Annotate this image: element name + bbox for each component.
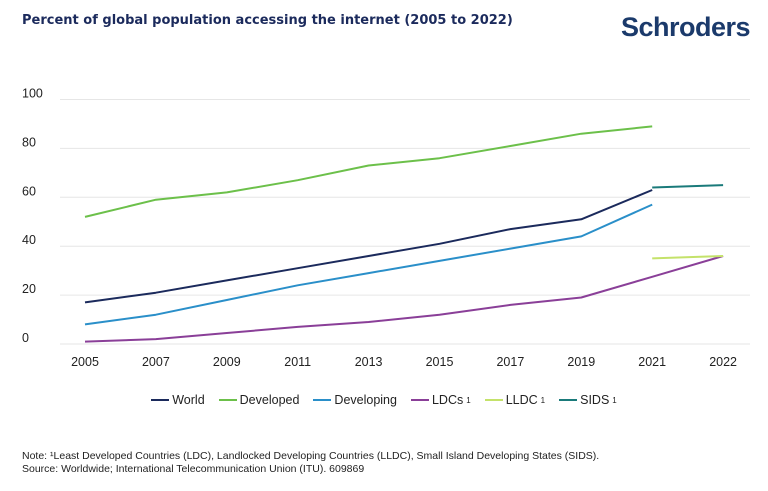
legend-label: SIDS	[580, 393, 610, 407]
x-tick-label: 2013	[355, 355, 383, 369]
legend-footnote-marker: 1	[466, 395, 471, 405]
legend-swatch	[218, 399, 237, 401]
series-line-world	[84, 189, 653, 304]
legend-swatch	[151, 399, 170, 401]
legend-label: Developed	[239, 393, 300, 407]
series-line-ldcs	[84, 255, 724, 343]
source-text: Source: Worldwide; International Telecom…	[22, 463, 365, 475]
legend-swatch	[484, 399, 503, 401]
x-tick-label: 2007	[142, 355, 170, 369]
x-tick-label: 2022	[709, 355, 737, 369]
legend-swatch	[410, 399, 429, 401]
series-line-developed	[84, 125, 653, 218]
x-tick-label: 2021	[638, 355, 666, 369]
x-tick-label: 2011	[284, 355, 311, 369]
legend-item-developing: Developing	[313, 393, 397, 407]
series-line-sids	[652, 184, 724, 189]
legend-item-developed: Developed	[218, 393, 300, 407]
x-tick-label: 2015	[426, 355, 454, 369]
legend-swatch	[559, 399, 578, 401]
y-tick-label: 80	[22, 135, 36, 149]
x-tick-label: 2005	[71, 355, 99, 369]
schroders-logo: Schroders	[620, 12, 751, 42]
legend-label: LDCs	[431, 393, 464, 407]
legend-item-sids: SIDS 1	[559, 393, 617, 407]
y-tick-label: 60	[22, 184, 36, 198]
legend-item-ldcs: LDCs 1	[410, 393, 471, 407]
series-line-lldc	[652, 255, 724, 260]
legend-label: LLDC	[505, 393, 538, 407]
y-tick-label: 100	[22, 87, 43, 101]
chart-title: Percent of global population accessing t…	[22, 13, 513, 28]
legend-label: World	[172, 393, 205, 407]
y-tick-label: 20	[22, 282, 36, 296]
legend-footnote-marker: 1	[612, 395, 617, 405]
series-line-developing	[84, 203, 653, 326]
x-tick-label: 2019	[567, 355, 595, 369]
x-tick-label: 2009	[213, 355, 241, 369]
legend-swatch	[313, 399, 332, 401]
legend: World Developed Developing LDCs 1 LLDC 1 SIDS 1	[0, 393, 768, 407]
footnote: Note: ¹Least Developed Countries (LDC), …	[22, 450, 599, 476]
legend-item-world: World	[151, 393, 205, 407]
legend-label: Developing	[334, 393, 397, 407]
legend-item-lldc: LLDC 1	[484, 393, 546, 407]
legend-footnote-marker: 1	[540, 395, 546, 405]
y-tick-label: 40	[22, 233, 36, 247]
x-tick-label: 2017	[496, 355, 524, 369]
y-tick-label: 0	[22, 331, 29, 345]
note-text: Note: ¹Least Developed Countries (LDC), …	[22, 450, 600, 462]
